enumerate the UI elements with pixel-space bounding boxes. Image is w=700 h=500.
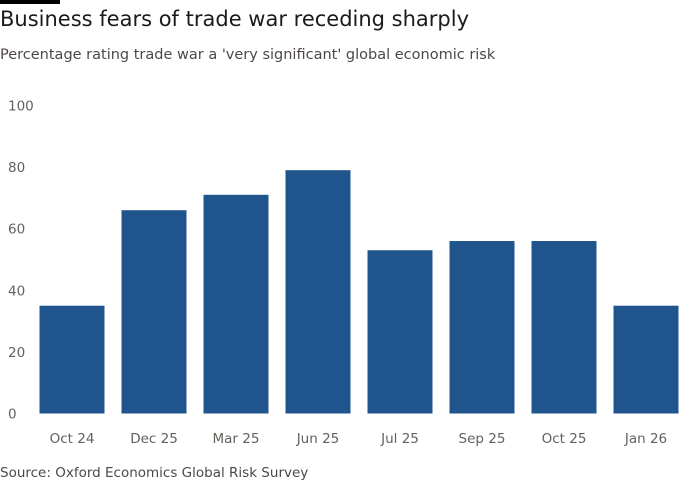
source-note: Source: Oxford Economics Global Risk Sur…: [0, 465, 309, 481]
x-tick-label: Mar 25: [213, 431, 260, 447]
y-tick-label: 80: [8, 160, 25, 176]
x-tick-label: Oct 24: [50, 431, 95, 447]
chart-subtitle: Percentage rating trade war a 'very sign…: [0, 47, 496, 63]
bar-oct-25: [531, 241, 597, 414]
y-tick-label: 20: [8, 345, 25, 361]
y-tick-label: 100: [8, 99, 34, 115]
y-tick-label: 40: [8, 283, 25, 299]
bar-dec-25: [121, 210, 187, 414]
x-tick-label: Jun 25: [296, 431, 340, 447]
bar-mar-25: [203, 194, 269, 414]
x-tick-label: Oct 25: [542, 431, 587, 447]
brand-bar: [0, 0, 60, 4]
x-tick-label: Jan 26: [624, 431, 667, 447]
x-tick-label: Dec 25: [130, 431, 178, 447]
x-tick-label: Jul 25: [380, 431, 419, 447]
bar-jul-25: [367, 250, 433, 414]
bar-jan-26: [613, 305, 679, 414]
bar-sep-25: [449, 241, 515, 414]
y-tick-label: 60: [8, 222, 25, 238]
y-tick-label: 0: [8, 407, 17, 423]
x-tick-label: Sep 25: [459, 431, 506, 447]
bar-oct-24: [39, 305, 105, 414]
chart-title: Business fears of trade war receding sha…: [0, 7, 470, 31]
bar-jun-25: [285, 170, 351, 414]
